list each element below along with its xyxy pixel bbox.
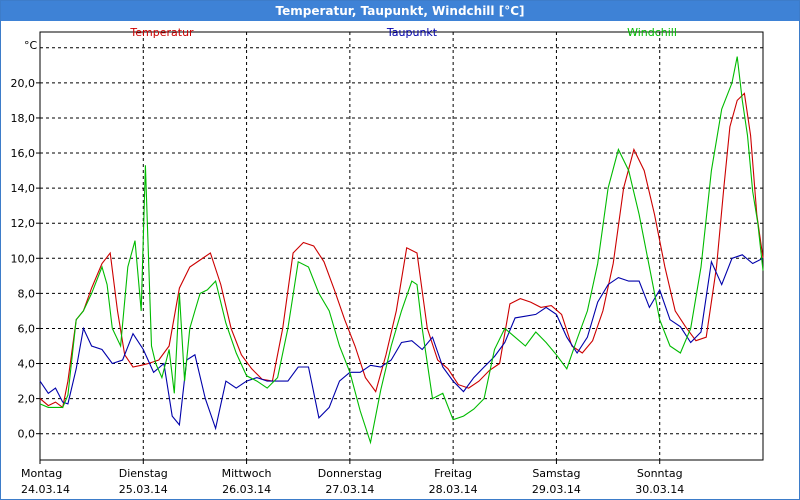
x-tick-day: Sonntag [637,467,683,480]
series-lines [39,56,764,445]
legend-entry-taupunkt: Taupunkt [386,26,438,39]
x-tick-date: 28.03.14 [429,483,478,496]
y-tick-label: 14,0 [11,182,36,195]
axes [36,31,764,464]
series-line-windchill [39,56,764,445]
x-tick-day: Samstag [532,467,580,480]
chart: 0,02,04,06,08,010,012,014,016,018,020,0 … [11,26,764,496]
plot-border [39,31,764,461]
grid [40,32,763,460]
x-tick-date: 25.03.14 [119,483,168,496]
legend: Temperatur Taupunkt Windchill [129,26,677,39]
y-tick-label: 2,0 [18,393,36,406]
window-title: Temperatur, Taupunkt, Windchill [°C] [1,1,799,21]
x-tick-day: Dienstag [119,467,168,480]
x-tick-date: 29.03.14 [532,483,581,496]
legend-entry-windchill: Windchill [627,26,677,39]
legend-entry-temperatur: Temperatur [129,26,194,39]
x-tick-date: 24.03.14 [21,483,70,496]
x-tick-date: 27.03.14 [325,483,374,496]
y-axis-unit: °C [24,39,38,52]
y-tick-label: 8,0 [18,287,36,300]
y-tick-label: 4,0 [18,358,36,371]
y-tick-label: 10,0 [11,252,36,265]
series-line-temperatur [39,92,764,409]
y-tick-label: 18,0 [11,112,36,125]
series-line-taupunkt [39,254,764,431]
x-tick-day: Mittwoch [222,467,272,480]
y-tick-label: 12,0 [11,217,36,230]
y-tick-labels: 0,0 2,0 4,0 6,0 8,0 10,0 12,0 14,0 16,0 18,0 20,0 [11,77,36,441]
y-tick-label: 20,0 [11,77,36,90]
x-tick-day: Montag [21,467,62,480]
x-tick-labels: Montag 24.03.14 Dienstag 25.03.14 Mittwoch 26… [21,467,684,496]
x-tick-day: Donnerstag [318,467,382,480]
x-tick-day: Freitag [434,467,472,480]
x-tick-date: 30.03.14 [635,483,684,496]
y-tick-label: 0,0 [18,428,36,441]
y-tick-label: 16,0 [11,147,36,160]
y-tick-label: 6,0 [18,322,36,335]
x-tick-date: 26.03.14 [222,483,271,496]
